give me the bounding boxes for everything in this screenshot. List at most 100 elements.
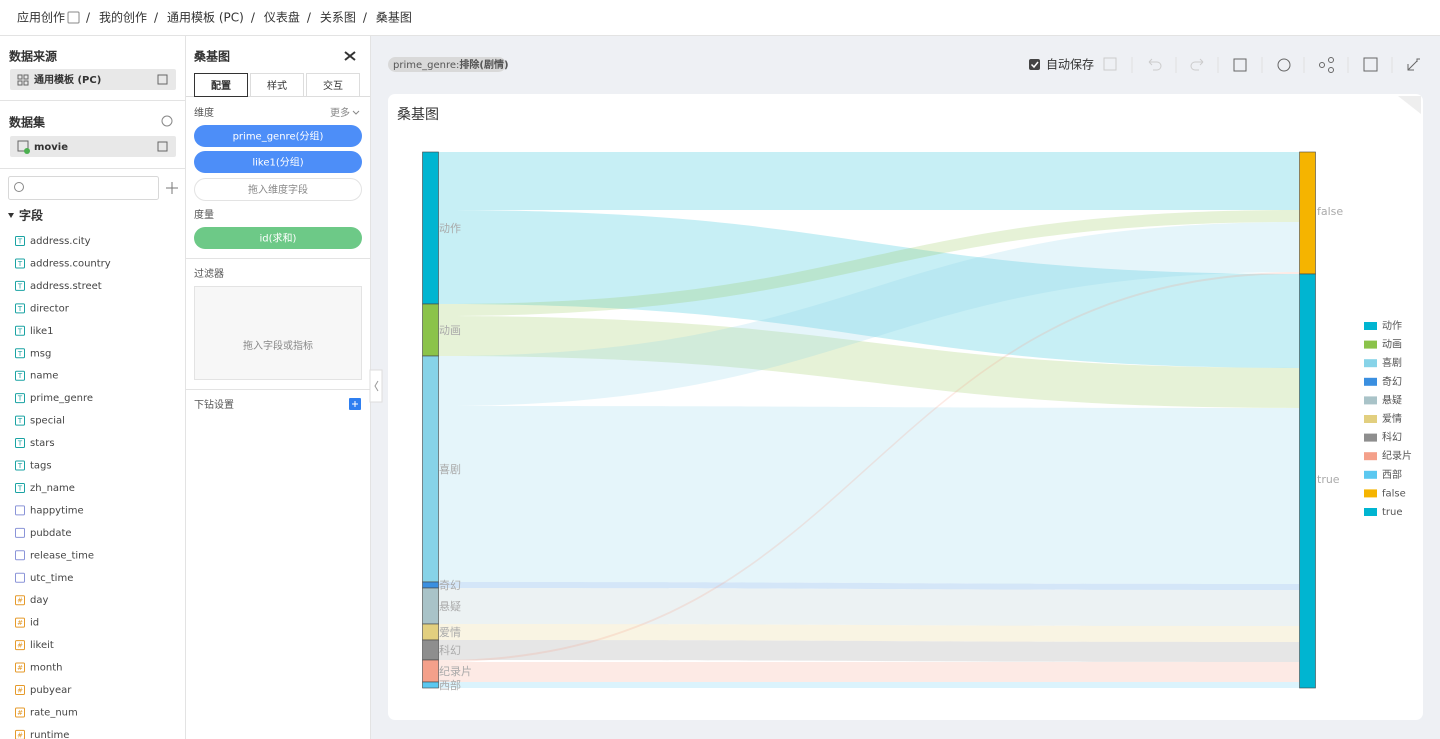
legend-swatch[interactable] [1364, 377, 1377, 386]
field-name[interactable]: release_time [30, 550, 94, 561]
legend-swatch[interactable] [1364, 415, 1377, 423]
field-icon-glyph: T [17, 260, 23, 268]
corner-icon[interactable] [1398, 96, 1421, 114]
node-label: 科幻 [439, 643, 461, 657]
export-icon[interactable] [1233, 58, 1247, 72]
sankey-node [422, 355, 439, 583]
field-icon-glyph: # [17, 597, 23, 605]
field-name[interactable]: happytime [30, 505, 84, 516]
legend-swatch[interactable] [1364, 470, 1377, 479]
breadcrumb-item[interactable]: 通用模板 (PC) [167, 11, 244, 25]
field-name[interactable]: tags [30, 461, 52, 472]
tab[interactable] [194, 73, 248, 97]
legend-label[interactable]: 动作 [1382, 320, 1402, 332]
field-icon [15, 550, 25, 561]
legend-label[interactable]: 纪录片 [1382, 449, 1412, 462]
icon[interactable] [344, 51, 356, 61]
legend-swatch[interactable] [1364, 322, 1377, 330]
legend-swatch[interactable] [1364, 433, 1377, 442]
expand-icon[interactable] [8, 213, 14, 218]
field-name[interactable]: utc_time [30, 573, 73, 584]
field-name[interactable]: prime_genre [30, 393, 93, 404]
icon [374, 380, 379, 392]
add-button[interactable] [166, 182, 178, 194]
checkbox[interactable] [1029, 59, 1040, 70]
field-name[interactable]: month [30, 663, 62, 674]
legend-swatch[interactable] [1364, 452, 1377, 461]
field-name[interactable]: zh_name [30, 483, 75, 494]
legend-label[interactable]: 科幻 [1382, 431, 1402, 444]
more[interactable]: 更多 [330, 106, 350, 119]
field-name[interactable]: pubyear [30, 685, 72, 696]
icon[interactable] [157, 141, 168, 152]
field-icon [15, 640, 25, 651]
legend-swatch[interactable] [1364, 489, 1377, 498]
pill[interactable] [194, 227, 362, 249]
undo-icon[interactable] [1148, 58, 1162, 71]
legend-swatch[interactable] [1364, 508, 1377, 516]
legend-label[interactable]: true [1382, 507, 1403, 518]
sankey-link [438, 640, 1299, 662]
field-icon-glyph: T [17, 484, 23, 492]
field-name[interactable]: pubdate [30, 528, 72, 539]
field-name[interactable]: like1 [30, 326, 54, 337]
pill[interactable] [194, 178, 362, 201]
node-label: 喜剧 [439, 463, 461, 476]
field-name[interactable]: msg [30, 348, 51, 359]
field-name[interactable]: id [30, 618, 39, 629]
share-icon[interactable] [1319, 62, 1325, 68]
field-name[interactable]: day [30, 595, 48, 606]
datasource-item[interactable] [10, 69, 176, 90]
search-icon[interactable] [161, 115, 173, 127]
tab[interactable] [306, 73, 360, 97]
field-name[interactable]: director [30, 303, 70, 314]
legend-label[interactable]: 喜剧 [1382, 356, 1402, 369]
collapse-button[interactable] [369, 369, 383, 403]
redo-icon[interactable] [1190, 58, 1204, 71]
pill[interactable] [194, 125, 362, 147]
field-name[interactable]: name [30, 371, 58, 382]
field-name[interactable]: runtime [30, 730, 69, 739]
sankey-link [438, 272, 1299, 662]
breadcrumb-item[interactable]: 我的创作 [99, 10, 147, 25]
field-icon [15, 236, 25, 246]
icon [24, 148, 30, 154]
legend-swatch[interactable] [1364, 359, 1377, 368]
pill[interactable] [194, 151, 362, 173]
icon[interactable] [157, 74, 168, 85]
search-input[interactable] [8, 176, 159, 200]
field-name[interactable]: stars [30, 438, 55, 449]
dropdown[interactable] [67, 11, 80, 24]
field-name[interactable]: address.street [30, 281, 102, 292]
sankey-link [438, 624, 1299, 642]
legend-label[interactable]: 悬疑 [1382, 394, 1402, 406]
field-name[interactable]: special [30, 416, 65, 427]
field-icon [15, 438, 25, 449]
collapse-icon[interactable] [1407, 58, 1420, 71]
filter-tag[interactable] [388, 57, 506, 72]
legend-label[interactable]: 西部 [1382, 468, 1402, 481]
legend-swatch[interactable] [1364, 340, 1377, 349]
sankey-link [438, 316, 1299, 408]
field-name[interactable]: likeit [30, 640, 54, 651]
field-icon-glyph: # [17, 687, 23, 695]
legend-label[interactable]: 奇幻 [1382, 375, 1402, 388]
breadcrumb-item[interactable]: 关系图 [320, 11, 356, 25]
tab[interactable] [250, 73, 304, 97]
breadcrumb-item[interactable]: 桑基图 [376, 11, 412, 25]
field-name[interactable]: address.city [30, 236, 91, 247]
field-name[interactable]: address.country [30, 258, 111, 269]
breadcrumb-item[interactable]: 仪表盘 [264, 10, 300, 25]
save-icon[interactable] [1103, 57, 1117, 71]
legend-label[interactable]: 爱情 [1382, 412, 1402, 425]
legend-swatch[interactable] [1364, 396, 1377, 405]
sankey-link [438, 582, 1299, 590]
refresh-icon[interactable] [1277, 58, 1291, 72]
legend-label[interactable]: false [1382, 488, 1406, 499]
breadcrumb-item[interactable]: 应用创作 [17, 10, 65, 25]
field-name[interactable]: rate_num [30, 707, 78, 718]
dataset-item[interactable] [10, 136, 176, 157]
legend-label[interactable]: 动画 [1382, 339, 1402, 351]
console-icon[interactable] [1363, 57, 1378, 72]
